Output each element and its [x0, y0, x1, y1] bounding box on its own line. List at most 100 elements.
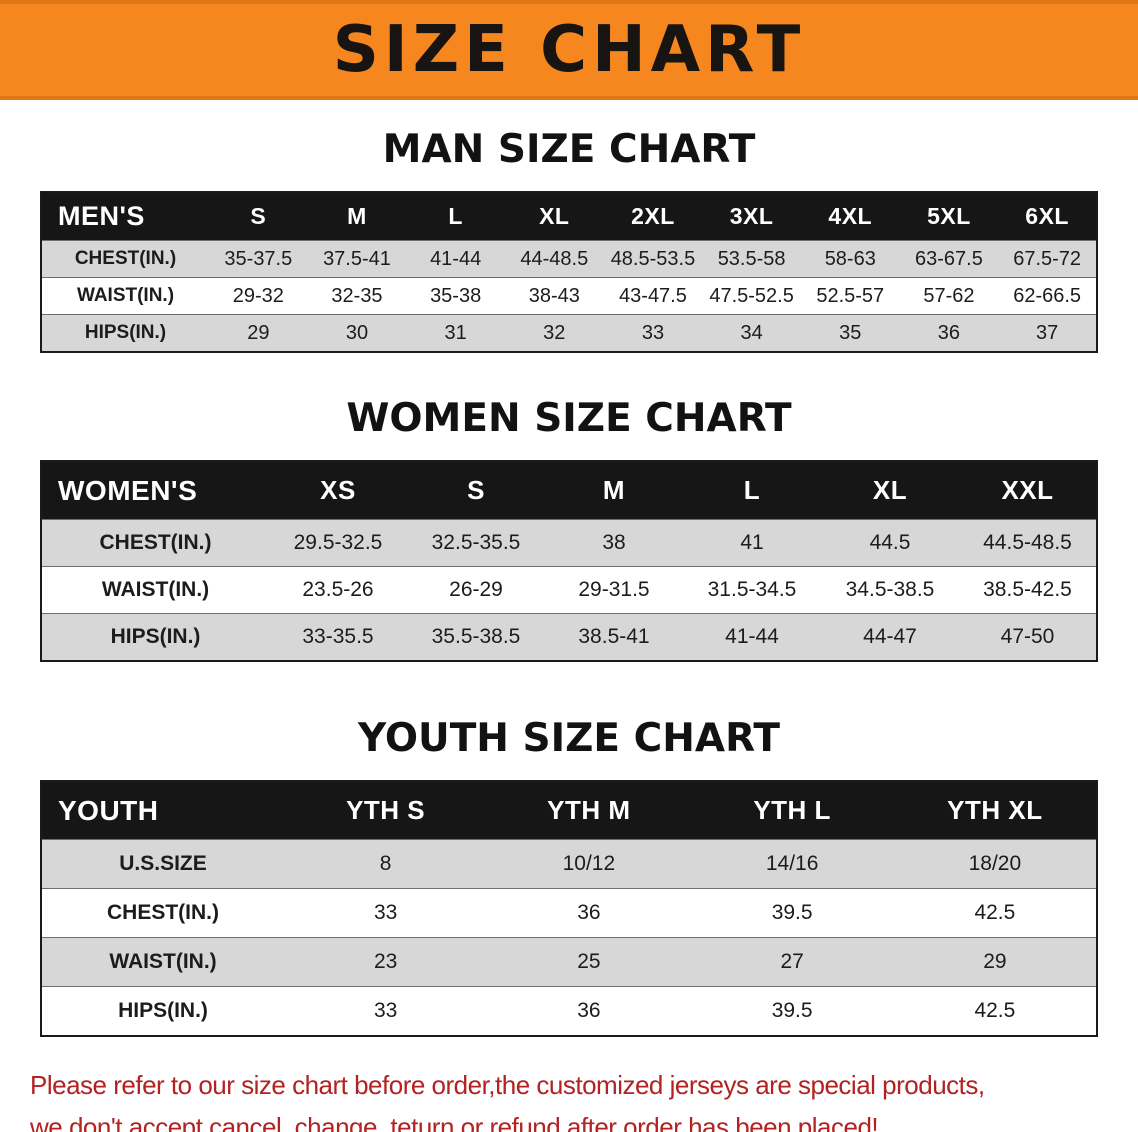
men-size-value: 37.5-41: [323, 247, 391, 270]
women-size-value: 29.5-32.5: [293, 531, 383, 554]
men-size-value: 44-48.5: [520, 247, 589, 270]
size-chart-banner: SIZE CHART: [0, 0, 1138, 100]
youth-size-value: 18/20: [968, 852, 1022, 875]
youth-row-chest: CHEST(IN.) 33 36 39.5 42.5: [41, 888, 1097, 938]
youth-row-label: U.S.SIZE: [119, 852, 207, 875]
men-row-label: HIPS(IN.): [84, 322, 167, 343]
youth-size-value: 39.5: [771, 901, 813, 924]
youth-corner-label: YOUTH: [41, 781, 284, 840]
youth-section-heading: YOUTH SIZE CHART: [358, 716, 780, 761]
women-size-value: 32.5-35.5: [431, 531, 521, 554]
women-size-value: 23.5-26: [302, 578, 374, 601]
men-size-value: 62-66.5: [1013, 284, 1082, 307]
men-col-header: 5XL: [899, 192, 999, 241]
youth-row-waist: WAIST(IN.) 23 25 27 29: [41, 937, 1097, 987]
youth-size-table: YOUTH YTH S YTH M YTH L YTH XL U.S.SIZE …: [40, 780, 1098, 1037]
disclaimer-line-1: Please refer to our size chart before or…: [30, 1070, 985, 1100]
men-size-table: MEN'S S M L XL 2XL 3XL 4XL 5XL 6XL CHEST…: [40, 191, 1098, 353]
women-col-header: XXL: [959, 461, 1097, 520]
women-col-header: XS: [269, 461, 407, 520]
men-size-value: 37: [1036, 321, 1059, 344]
men-size-value: 38-43: [528, 284, 580, 307]
men-col-header: L: [406, 192, 505, 241]
youth-size-value: 10/12: [562, 852, 616, 875]
youth-size-value: 23: [373, 950, 398, 973]
youth-size-value: 8: [379, 852, 392, 875]
men-size-value: 58-63: [824, 247, 876, 270]
women-size-value: 47-50: [1000, 625, 1055, 648]
women-size-value: 34.5-38.5: [845, 578, 935, 601]
men-corner-label: MEN'S: [41, 192, 209, 241]
youth-size-value: 14/16: [765, 852, 819, 875]
women-col-header: L: [683, 461, 821, 520]
men-col-header: 2XL: [603, 192, 703, 241]
men-size-value: 30: [345, 321, 369, 344]
youth-col-header: YTH XL: [893, 781, 1097, 840]
youth-size-value: 25: [577, 950, 601, 973]
men-size-value: 36: [937, 321, 961, 344]
men-size-value: 63-67.5: [915, 247, 983, 270]
women-col-header: M: [545, 461, 683, 520]
women-row-label: HIPS(IN.): [110, 625, 201, 648]
youth-header-row: YOUTH YTH S YTH M YTH L YTH XL: [41, 781, 1097, 840]
men-section-heading: MAN SIZE CHART: [382, 127, 756, 172]
women-row-hips: HIPS(IN.) 33-35.5 35.5-38.5 38.5-41 41-4…: [41, 613, 1097, 661]
women-size-value: 26-29: [449, 578, 503, 601]
youth-row-label: CHEST(IN.): [107, 901, 219, 924]
men-col-header: S: [209, 192, 308, 241]
women-size-value: 29-31.5: [578, 578, 650, 601]
men-size-value: 43-47.5: [619, 284, 687, 307]
women-size-value: 31.5-34.5: [707, 578, 797, 601]
youth-size-value: 29: [983, 950, 1007, 973]
youth-size-value: 33: [373, 999, 398, 1022]
men-size-value: 57-62: [923, 284, 975, 307]
men-row-label: WAIST(IN.): [76, 285, 175, 306]
women-section-heading: WOMEN SIZE CHART: [346, 396, 792, 441]
men-size-value: 33: [641, 321, 665, 344]
youth-size-value: 33: [373, 901, 398, 924]
women-size-value: 38.5-42.5: [983, 578, 1072, 601]
women-header-row: WOMEN'S XS S M L XL XXL: [41, 461, 1097, 520]
men-col-header: 4XL: [800, 192, 900, 241]
men-size-value: 52.5-57: [816, 284, 885, 307]
women-row-label: CHEST(IN.): [99, 531, 212, 554]
men-size-value: 29-32: [232, 284, 284, 307]
youth-row-label: HIPS(IN.): [118, 999, 208, 1022]
men-row-hips: HIPS(IN.) 29 30 31 32 33 34 35 36 37: [41, 314, 1097, 352]
women-size-value: 35.5-38.5: [431, 625, 521, 648]
youth-row-ussize: U.S.SIZE 8 10/12 14/16 18/20: [41, 839, 1097, 889]
youth-size-value: 39.5: [771, 999, 813, 1022]
women-row-waist: WAIST(IN.) 23.5-26 26-29 29-31.5 31.5-34…: [41, 566, 1097, 614]
men-header-row: MEN'S S M L XL 2XL 3XL 4XL 5XL 6XL: [41, 192, 1097, 241]
youth-size-value: 42.5: [974, 999, 1016, 1022]
men-size-value: 53.5-58: [717, 247, 786, 270]
women-size-value: 33-35.5: [302, 625, 374, 648]
youth-size-value: 42.5: [974, 901, 1016, 924]
women-size-value: 41: [740, 531, 764, 554]
men-size-value: 35-38: [430, 284, 482, 307]
women-size-value: 44.5-48.5: [983, 531, 1072, 554]
men-size-value: 31: [444, 321, 467, 344]
youth-row-hips: HIPS(IN.) 33 36 39.5 42.5: [41, 986, 1097, 1036]
disclaimer: Please refer to our size chart before or…: [30, 1065, 1108, 1132]
youth-row-label: WAIST(IN.): [109, 950, 217, 973]
men-row-waist: WAIST(IN.) 29-32 32-35 35-38 38-43 43-47…: [41, 277, 1097, 315]
men-size-value: 29: [247, 321, 270, 344]
men-size-value: 35-37.5: [224, 247, 293, 270]
men-size-value: 32-35: [331, 284, 383, 307]
men-size-value: 41-44: [430, 247, 482, 270]
men-col-header: M: [307, 192, 407, 241]
men-size-value: 32: [543, 321, 566, 344]
youth-col-header: YTH S: [284, 781, 488, 840]
women-col-header: XL: [821, 461, 959, 520]
men-col-header: XL: [504, 192, 604, 241]
women-corner-label: WOMEN'S: [41, 461, 269, 520]
men-row-chest: CHEST(IN.) 35-37.5 37.5-41 41-44 44-48.5…: [41, 240, 1097, 278]
men-size-value: 48.5-53.5: [610, 247, 696, 270]
youth-col-header: YTH L: [690, 781, 894, 840]
disclaimer-line-2: we don't accept cancel, change, teturn o…: [30, 1111, 879, 1132]
youth-size-value: 36: [577, 901, 601, 924]
women-row-chest: CHEST(IN.) 29.5-32.5 32.5-35.5 38 41 44.…: [41, 519, 1097, 567]
men-size-value: 47.5-52.5: [709, 284, 794, 307]
